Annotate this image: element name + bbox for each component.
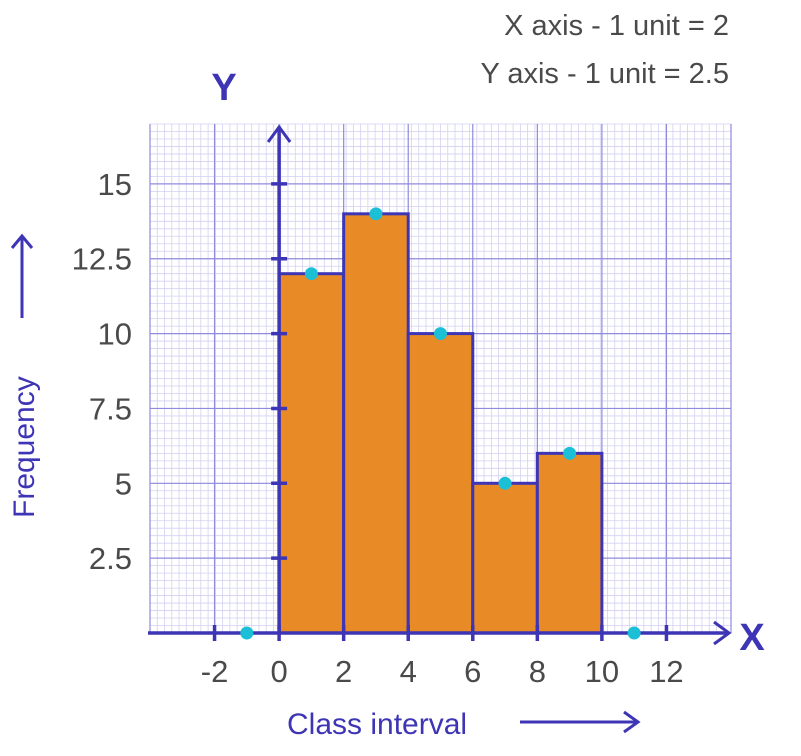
x-tick-label: 0	[270, 654, 287, 689]
y-tick-label: 2.5	[89, 541, 132, 576]
y-axis-label-arrow	[10, 233, 34, 318]
midpoint-markers	[240, 207, 641, 640]
x-axis-label-arrow	[520, 710, 641, 734]
x-tick-label: 2	[335, 654, 352, 689]
midpoint-marker	[240, 626, 254, 640]
histogram-bar	[471, 481, 539, 635]
x-tick-label: 6	[464, 654, 481, 689]
y-tick-label: 7.5	[89, 391, 132, 426]
y-scale-note: Y axis - 1 unit = 2.5	[480, 58, 729, 90]
histogram-bar	[406, 332, 475, 635]
histogram-bars	[277, 212, 604, 635]
y-tick-label: 15	[98, 167, 132, 202]
axis-labels: Y X Class interval Frequency	[8, 67, 765, 741]
x-axis-label: Class interval	[287, 708, 467, 741]
midpoint-marker	[627, 626, 641, 640]
midpoint-marker	[498, 476, 512, 490]
x-tick-label: 12	[649, 654, 683, 689]
histogram-bar	[342, 212, 410, 635]
y-axis-label: Frequency	[8, 376, 41, 518]
y-axis-letter: Y	[211, 67, 236, 109]
x-tick-label: -2	[201, 654, 229, 689]
tick-labels: -2 0 2 4 6 8 10 12 2.5 5 7.5 10 12.5 15	[72, 167, 684, 689]
y-tick-label: 5	[115, 466, 132, 501]
midpoint-marker	[434, 327, 447, 341]
y-tick-label: 12.5	[72, 242, 132, 277]
y-tick-label: 10	[98, 317, 132, 352]
x-tick-label: 8	[529, 654, 546, 689]
x-scale-note: X axis - 1 unit = 2	[504, 10, 729, 42]
y-axis-arrowhead	[266, 124, 292, 143]
midpoint-marker	[304, 267, 318, 281]
midpoint-marker	[369, 207, 383, 221]
x-tick-label: 4	[400, 654, 417, 689]
x-axis-letter: X	[739, 617, 765, 659]
x-tick-label: 10	[585, 654, 619, 689]
histogram-bar	[277, 272, 346, 635]
x-axis-arrowhead	[713, 620, 732, 646]
midpoint-marker	[563, 446, 577, 460]
histogram-bar	[535, 451, 604, 635]
